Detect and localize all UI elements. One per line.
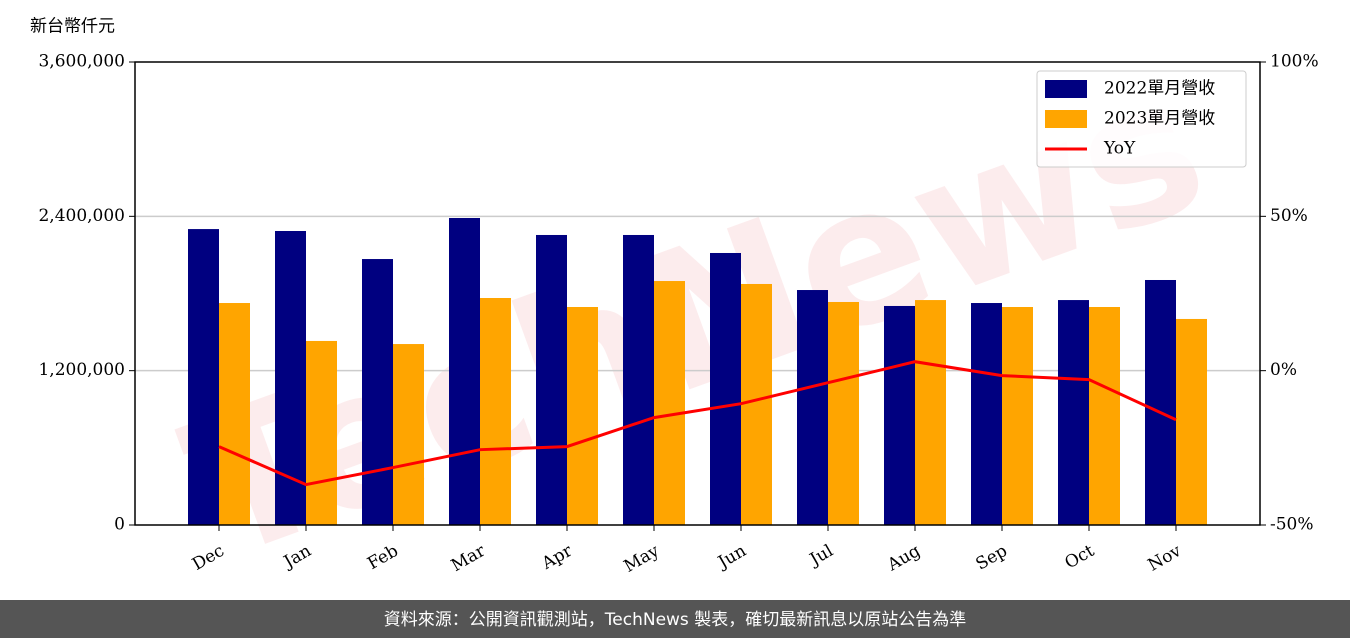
legend-label: 2022單月營收 xyxy=(1104,79,1215,99)
bar xyxy=(654,281,685,525)
plot-frame xyxy=(134,61,1261,526)
x-tick-label: Jun xyxy=(713,541,750,574)
x-tick-label: Sep xyxy=(973,541,1011,575)
bar xyxy=(1145,279,1176,525)
footer-bar xyxy=(0,600,1350,638)
legend-box xyxy=(1036,70,1247,168)
x-tick-label: Jul xyxy=(805,541,837,571)
bar xyxy=(971,303,1002,525)
x-tick-label: May xyxy=(621,541,664,577)
y-tick-label: 1,200,000 xyxy=(38,360,125,380)
y2-tick-label: 50% xyxy=(1270,206,1308,226)
y-tick-label: 0 xyxy=(114,515,125,535)
y2-tick-label: -50% xyxy=(1270,515,1314,535)
legend-label: YoY xyxy=(1103,139,1136,159)
bar xyxy=(275,230,306,525)
bar xyxy=(623,234,654,526)
bar xyxy=(741,283,772,525)
legend-swatch xyxy=(1045,80,1087,98)
yoy-line xyxy=(218,360,1177,487)
bar xyxy=(1058,300,1089,525)
x-tick-label: Aug xyxy=(883,541,924,576)
bar xyxy=(1176,318,1207,525)
source-note: 資料來源：公開資訊觀測站，TechNews 製表，確切最新訊息以原站公告為準 xyxy=(384,610,966,630)
bar xyxy=(1089,307,1120,525)
y2-tick-label: 100% xyxy=(1270,52,1319,72)
bar xyxy=(480,298,511,525)
bar xyxy=(884,305,915,525)
y-axis-label: 新台幣仟元 xyxy=(30,17,115,37)
bar xyxy=(797,290,828,525)
bar xyxy=(219,303,250,525)
x-tick-label: Nov xyxy=(1145,541,1185,576)
bar xyxy=(393,344,424,525)
bar xyxy=(567,307,598,525)
x-tick-label: Apr xyxy=(538,540,577,574)
x-tick-label: Mar xyxy=(448,540,490,576)
y-tick-label: 3,600,000 xyxy=(38,52,125,72)
bar xyxy=(1002,307,1033,525)
y2-tick-label: 0% xyxy=(1270,360,1297,380)
y-tick-label: 2,400,000 xyxy=(38,206,125,226)
bar xyxy=(828,301,859,525)
bar xyxy=(536,234,567,526)
bar xyxy=(710,252,741,526)
bar xyxy=(449,218,480,525)
bar xyxy=(915,300,946,525)
bar xyxy=(306,340,337,525)
x-tick-label: Oct xyxy=(1062,541,1098,574)
bar xyxy=(362,259,393,525)
legend-swatch xyxy=(1045,110,1087,128)
bar xyxy=(188,229,219,525)
legend-label: 2023單月營收 xyxy=(1104,109,1215,129)
